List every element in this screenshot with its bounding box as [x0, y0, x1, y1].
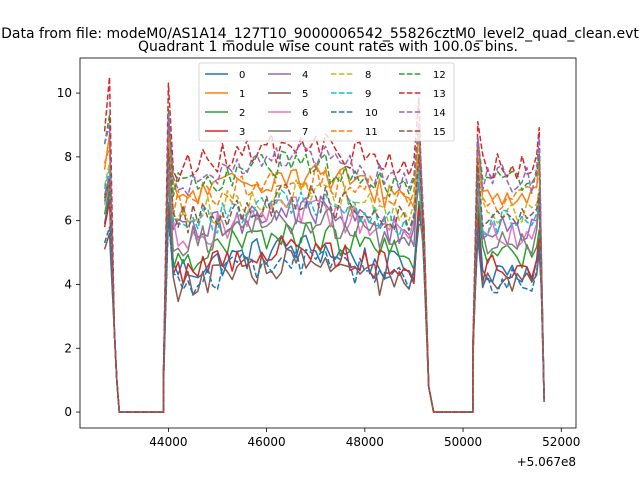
legend-label-2: 2: [239, 108, 245, 119]
legend-label-15: 15: [433, 127, 446, 138]
legend-label-12: 12: [433, 70, 446, 81]
legend-label-1: 1: [239, 89, 245, 100]
series-line-10: [103, 217, 545, 413]
legend-label-10: 10: [365, 108, 378, 119]
legend-label-3: 3: [239, 127, 245, 138]
y-tick-label: 8: [64, 150, 72, 164]
legend-label-14: 14: [433, 108, 446, 119]
series-line-15: [103, 147, 545, 413]
series-line-8: [103, 140, 545, 413]
x-tick-label: 46000: [248, 435, 286, 449]
legend-label-11: 11: [365, 127, 378, 138]
x-tick-label: 44000: [149, 435, 187, 449]
y-tick-label: 2: [64, 341, 72, 355]
series-line-9: [103, 143, 545, 413]
x-tick-label: 50000: [444, 435, 482, 449]
suptitle: Data from file: modeM0/AS1A14_127T10_900…: [1, 26, 639, 42]
y-tick-label: 6: [64, 214, 72, 228]
x-tick-label: 52000: [542, 435, 580, 449]
chart-title: Quadrant 1 module wise count rates with …: [138, 39, 518, 55]
legend-label-9: 9: [365, 89, 371, 100]
legend-label-7: 7: [302, 127, 308, 138]
series-line-3: [103, 200, 545, 413]
legend-label-13: 13: [433, 89, 446, 100]
series-line-4: [103, 158, 545, 413]
series-line-7: [103, 173, 545, 413]
legend-label-0: 0: [239, 70, 245, 81]
axes-frame: [79, 57, 577, 429]
y-tick-label: 10: [57, 86, 72, 100]
series-line-14: [103, 113, 545, 413]
legend-box: [198, 62, 455, 142]
series-line-5: [103, 207, 545, 413]
legend-label-8: 8: [365, 70, 371, 81]
series-line-11: [103, 126, 545, 413]
y-tick-label: 0: [64, 405, 72, 419]
x-offset-label: +5.067e8: [517, 455, 576, 469]
series-line-12: [103, 108, 545, 413]
y-tick-label: 4: [64, 277, 72, 291]
legend-label-6: 6: [302, 108, 308, 119]
x-axis: 44000 46000 48000 50000 52000: [149, 428, 580, 449]
y-axis: 0 2 4 6 8 10: [57, 86, 80, 419]
x-tick-label: 48000: [346, 435, 384, 449]
legend-label-4: 4: [302, 70, 308, 81]
legend-label-5: 5: [302, 89, 308, 100]
